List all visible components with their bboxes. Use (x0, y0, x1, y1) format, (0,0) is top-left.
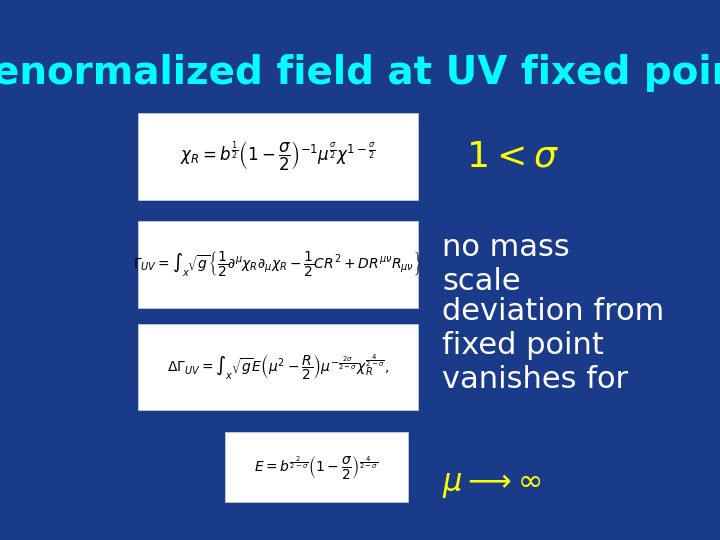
Text: deviation from
fixed point
vanishes for: deviation from fixed point vanishes for (442, 298, 665, 394)
Text: Renormalized field at UV fixed point: Renormalized field at UV fixed point (0, 54, 720, 92)
Text: $\Delta\Gamma_{UV} = \int_x \sqrt{g}E \left(\mu^2 - \dfrac{R}{2}\right) \mu^{-\f: $\Delta\Gamma_{UV} = \int_x \sqrt{g}E \l… (167, 352, 389, 382)
FancyBboxPatch shape (138, 221, 418, 308)
Text: $1 < \sigma$: $1 < \sigma$ (467, 140, 559, 173)
Text: no mass
scale: no mass scale (442, 233, 570, 296)
FancyBboxPatch shape (225, 432, 408, 502)
FancyBboxPatch shape (138, 324, 418, 410)
Text: $\Gamma_{UV} = \int_x \sqrt{g} \left\{ \dfrac{1}{2} \partial^\mu \chi_R \partial: $\Gamma_{UV} = \int_x \sqrt{g} \left\{ \… (133, 250, 423, 279)
Text: $\mu \longrightarrow \infty$: $\mu \longrightarrow \infty$ (442, 471, 541, 501)
FancyBboxPatch shape (138, 113, 418, 200)
Text: $E = b^{\frac{2}{2-\sigma}} \left(1 - \dfrac{\sigma}{2}\right)^{\frac{4}{2-\sigm: $E = b^{\frac{2}{2-\sigma}} \left(1 - \d… (254, 454, 379, 481)
Text: $\chi_R = b^{\frac{1}{2}} \left(1 - \dfrac{\sigma}{2}\right)^{-1} \mu^{\frac{\si: $\chi_R = b^{\frac{1}{2}} \left(1 - \dfr… (180, 139, 376, 174)
